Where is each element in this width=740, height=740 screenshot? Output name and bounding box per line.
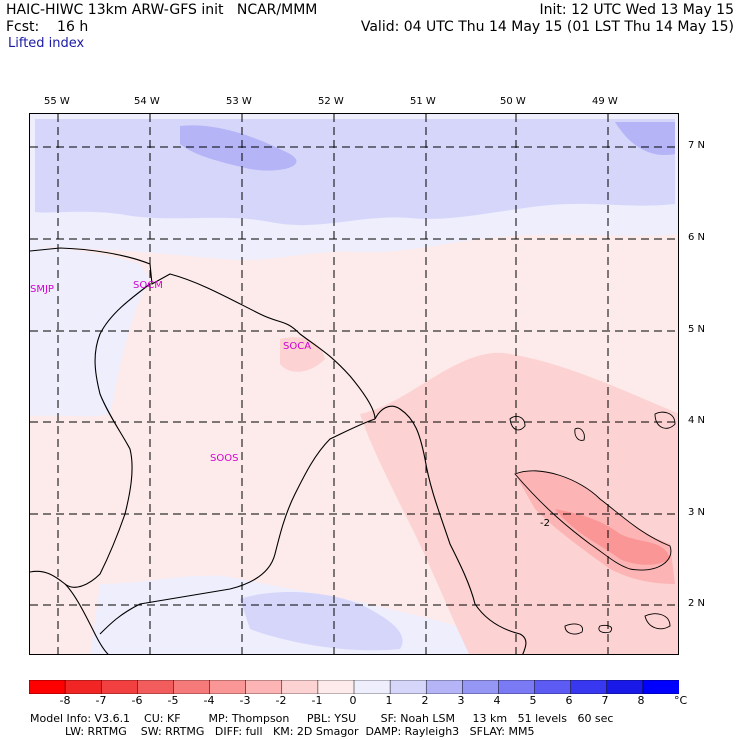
colorbar-label: -7 xyxy=(95,694,107,707)
lat-label-5n: 5 N xyxy=(688,324,706,335)
colorbar-swatch xyxy=(498,680,536,694)
colorbar-swatch xyxy=(425,680,464,694)
colorbar-swatch xyxy=(173,680,211,694)
map-svg xyxy=(30,114,678,654)
colorbar-swatch xyxy=(606,680,644,694)
colorbar-label: 6 xyxy=(565,694,573,707)
colorbar-swatch xyxy=(209,680,247,694)
footer-model-info-1: Model Info: V3.6.1 CU: KF MP: Thompson P… xyxy=(30,712,614,725)
lat-label-7n: 7 N xyxy=(688,140,706,151)
colorbar-swatch xyxy=(245,680,283,694)
colorbar-label: 5 xyxy=(529,694,537,707)
colorbar-label: -3 xyxy=(239,694,251,707)
lat-label-3n: 3 N xyxy=(688,507,706,518)
colorbar-unit: °C xyxy=(674,694,688,707)
colorbar-label: -4 xyxy=(203,694,215,707)
colorbar-swatch xyxy=(642,680,679,694)
lon-label-54w: 54 W xyxy=(134,96,160,107)
contours xyxy=(509,411,676,635)
field-pink-soca xyxy=(280,337,325,372)
lat-label-4n: 4 N xyxy=(688,415,706,426)
coastline xyxy=(30,247,527,654)
lon-label-50w: 50 W xyxy=(500,96,526,107)
colorbar-swatch xyxy=(389,680,427,694)
lon-label-55w: 55 W xyxy=(44,96,70,107)
lat-label-2n: 2 N xyxy=(688,598,706,609)
colorbar-swatch xyxy=(281,680,319,694)
colorbar-label: 7 xyxy=(601,694,609,707)
header-forecast-hour: Fcst: 16 h xyxy=(6,19,89,35)
colorbar-swatch xyxy=(100,680,139,694)
colorbar-label: 4 xyxy=(493,694,501,707)
field-name: Lifted index xyxy=(8,36,85,51)
field-pink-east-core xyxy=(555,509,670,565)
colorbar-label: 0 xyxy=(349,694,357,707)
colorbar-label: -5 xyxy=(167,694,179,707)
colorbar-label: 1 xyxy=(385,694,393,707)
contour-label: -2 xyxy=(540,518,550,529)
colorbar-swatch xyxy=(29,680,66,694)
colorbar-label: -2 xyxy=(275,694,287,707)
colorbar-swatch xyxy=(353,680,391,694)
field-blue-top-dark xyxy=(180,125,297,171)
header-init-time: Init: 12 UTC Wed 13 May 15 xyxy=(539,2,734,18)
station-label-soos: SOOS xyxy=(210,453,239,464)
colorbar-swatch xyxy=(570,680,608,694)
header-valid-time: Valid: 04 UTC Thu 14 May 15 (01 LST Thu … xyxy=(360,19,734,35)
colorbar-swatch xyxy=(317,680,355,694)
station-label-smjp: SMJP xyxy=(30,284,54,295)
colorbar-swatch xyxy=(462,680,500,694)
colorbar xyxy=(29,680,679,694)
station-label-soca: SOCA xyxy=(283,341,312,352)
lon-label-53w: 53 W xyxy=(226,96,252,107)
header-model-title: HAIC-HIWC 13km ARW-GFS init NCAR/MMM xyxy=(6,2,318,18)
colorbar-label: -1 xyxy=(311,694,323,707)
lon-label-51w: 51 W xyxy=(410,96,436,107)
lifted-index-map: SMJP SOCM SOCA SOOS -2 xyxy=(29,113,679,655)
colorbar-label: -8 xyxy=(59,694,71,707)
colorbar-label: -6 xyxy=(131,694,143,707)
colorbar-label: 3 xyxy=(457,694,465,707)
lon-label-52w: 52 W xyxy=(318,96,344,107)
colorbar-label: 2 xyxy=(421,694,429,707)
colorbar-swatch xyxy=(534,680,572,694)
station-label-socm: SOCM xyxy=(133,280,163,291)
field-pink-east xyxy=(360,352,678,654)
footer-model-info-2: LW: RRTMG SW: RRTMG DIFF: full KM: 2D Sm… xyxy=(30,725,535,738)
lon-label-49w: 49 W xyxy=(592,96,618,107)
field-blue-south-medium xyxy=(240,592,403,651)
colorbar-label: 8 xyxy=(637,694,645,707)
lat-label-6n: 6 N xyxy=(688,232,706,243)
colorbar-swatch xyxy=(64,680,102,694)
colorbar-swatch xyxy=(137,680,175,694)
